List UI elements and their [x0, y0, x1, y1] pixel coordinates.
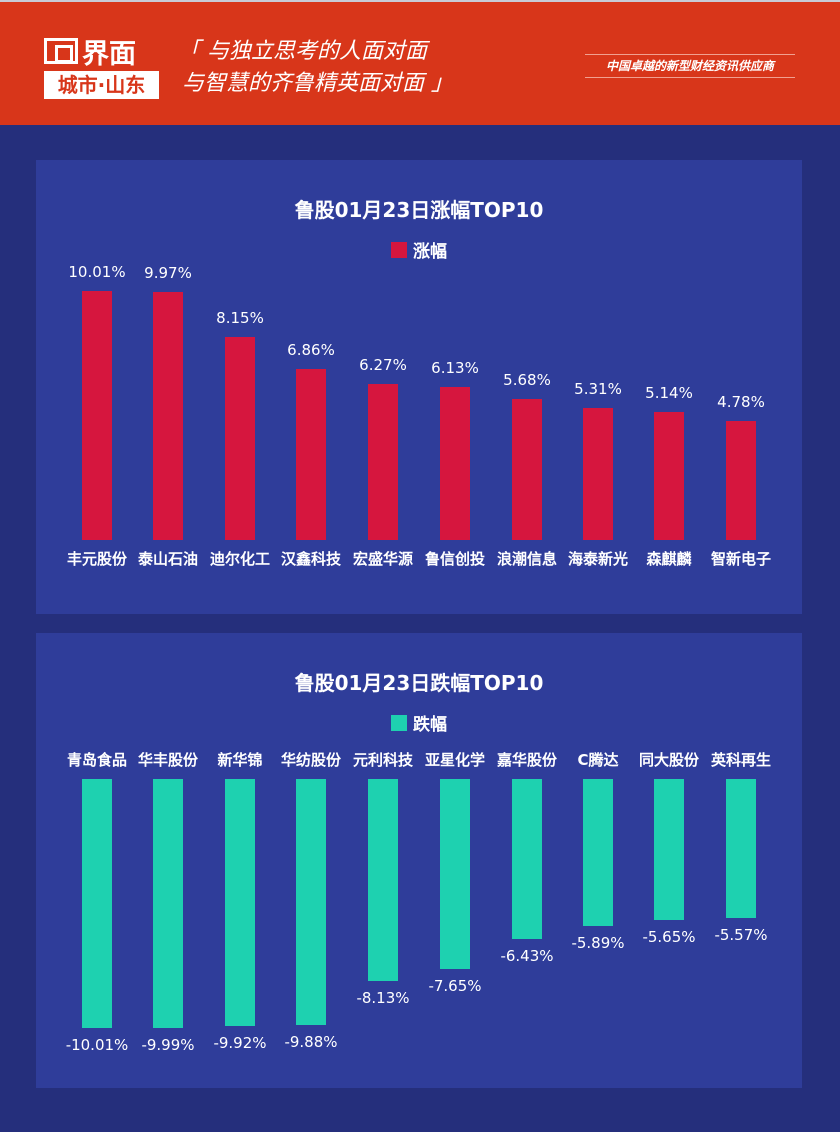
value-label: 6.13%	[431, 359, 479, 378]
bar	[583, 779, 613, 926]
bar	[726, 779, 756, 918]
category-label: 泰山石油	[137, 550, 198, 568]
bar	[82, 290, 112, 540]
chart-title: 鲁股01月23日涨幅TOP10	[294, 198, 544, 222]
value-label: 5.68%	[503, 370, 551, 389]
bar	[512, 398, 542, 540]
bar	[368, 779, 398, 982]
legend-swatch	[391, 714, 407, 731]
category-label: 宏盛华源	[352, 550, 413, 568]
category-label: C腾达	[577, 751, 619, 769]
category-label: 英科再生	[710, 751, 771, 769]
value-label: -5.57%	[714, 925, 768, 944]
category-label: 亚星化学	[424, 751, 485, 769]
category-label: 汉鑫科技	[280, 550, 341, 568]
category-label: 智新电子	[710, 550, 771, 568]
bar	[654, 779, 684, 920]
legend: 涨幅	[36, 237, 802, 262]
bar	[225, 779, 255, 1026]
category-label: 丰元股份	[66, 550, 127, 568]
legend: 跌幅	[36, 710, 802, 735]
bar	[225, 337, 255, 540]
category-label: 华丰股份	[137, 751, 198, 769]
value-label: -7.65%	[428, 977, 482, 996]
tagline: 中国卓越的新型财经资讯供应商	[585, 54, 795, 78]
value-label: -5.65%	[642, 927, 696, 946]
bar	[153, 291, 183, 540]
category-label: 同大股份	[638, 751, 699, 769]
bar	[296, 779, 326, 1025]
value-label: -9.88%	[284, 1033, 338, 1051]
value-label: 5.14%	[645, 384, 693, 402]
value-label: 6.86%	[287, 341, 335, 360]
category-label: 华纺股份	[280, 751, 341, 769]
slogan: 「 与独立思考的人面对面 与智慧的齐鲁精英面对面 」	[178, 36, 453, 100]
legend-label: 跌幅	[413, 715, 447, 735]
category-label: 元利科技	[352, 751, 413, 769]
slogan-line-2: 与智慧的齐鲁精英面对面 」	[182, 71, 453, 96]
header-banner: 界面 城市·山东 「 与独立思考的人面对面 与智慧的齐鲁精英面对面 」 中国卓越…	[0, 0, 840, 125]
value-label: 9.97%	[144, 263, 192, 282]
value-label: -9.99%	[141, 1035, 195, 1054]
value-label: 5.31%	[574, 379, 622, 398]
chart-title: 鲁股01月23日跌幅TOP10	[294, 671, 544, 695]
slogan-line-1: 「 与独立思考的人面对面	[178, 39, 427, 64]
category-label: 新华锦	[217, 751, 263, 769]
logo-name: 界面	[82, 38, 136, 70]
logo: 界面 城市·山东	[44, 35, 159, 99]
category-label: 浪潮信息	[496, 550, 557, 568]
bar	[153, 779, 183, 1028]
value-label: -10.01%	[65, 1036, 129, 1055]
bar	[82, 779, 112, 1029]
category-label: 迪尔化工	[209, 550, 270, 568]
value-label: 4.78%	[717, 392, 765, 411]
bar	[440, 779, 470, 970]
bar	[512, 779, 542, 940]
gainers-chart-panel: 鲁股01月23日涨幅TOP10 涨幅 10.01% 丰元股份 9.97% 泰山石油 8.…	[36, 160, 802, 614]
value-label: 6.27%	[359, 355, 407, 374]
bar	[726, 420, 756, 540]
losers-chart-panel: 鲁股01月23日跌幅TOP10 跌幅 -10.01% 青岛食品 -9.99% 华丰股份…	[36, 633, 802, 1088]
bar	[654, 412, 684, 540]
category-label: 鲁信创投	[424, 550, 485, 568]
value-label: -6.43%	[500, 947, 554, 966]
value-label: -5.89%	[571, 933, 625, 952]
category-label: 海泰新光	[567, 550, 628, 568]
value-label: 8.15%	[216, 309, 264, 328]
bar	[296, 369, 326, 540]
bar	[440, 387, 470, 540]
value-label: 10.01%	[68, 262, 126, 281]
legend-swatch	[391, 241, 407, 258]
logo-mark-icon	[44, 38, 78, 64]
value-label: -8.13%	[356, 989, 410, 1008]
bar	[583, 407, 613, 540]
legend-label: 涨幅	[413, 242, 447, 262]
logo-subtitle: 城市·山东	[44, 71, 159, 99]
category-label: 森麒麟	[646, 550, 692, 568]
category-label: 嘉华股份	[496, 751, 557, 769]
category-label: 青岛食品	[66, 751, 127, 769]
bar	[368, 383, 398, 540]
value-label: -9.92%	[213, 1034, 267, 1052]
